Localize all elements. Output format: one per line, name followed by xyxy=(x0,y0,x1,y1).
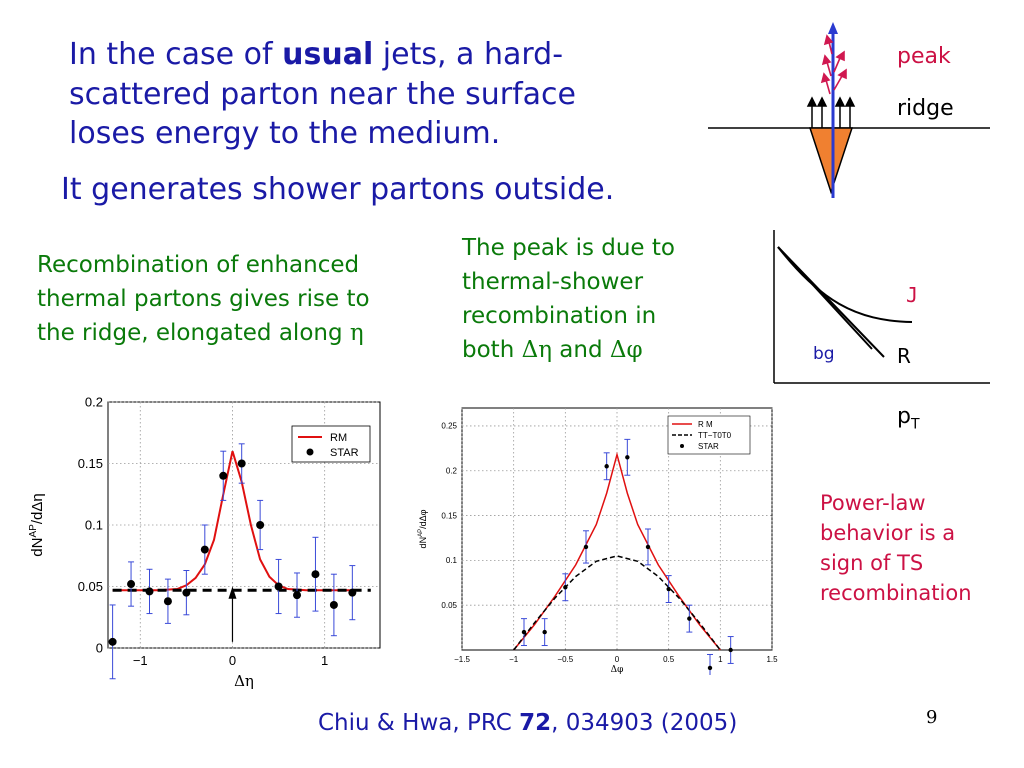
x-tick-label: −1.5 xyxy=(454,655,470,664)
right-note: Power-law behavior is a sign of TS recom… xyxy=(820,491,972,605)
data-point xyxy=(563,585,568,590)
data-point xyxy=(348,588,357,597)
data-point xyxy=(728,647,733,653)
legend-dot-star xyxy=(680,444,684,448)
y-tick-label: 0.2 xyxy=(85,395,103,410)
data-point xyxy=(687,616,692,621)
y-axis-label: dNAP/dΔη xyxy=(28,493,46,556)
ridge-arrowhead xyxy=(228,586,237,599)
citation: Chiu & Hwa, PRC 72, 034903 (2005) xyxy=(318,710,738,736)
data-point xyxy=(604,464,609,469)
data-point xyxy=(127,580,136,589)
j-label: J xyxy=(906,283,919,307)
data-point xyxy=(163,597,172,606)
x-tick-label: 0 xyxy=(229,653,236,668)
spectrum-sketch xyxy=(773,230,990,384)
x-tick-label: 1 xyxy=(718,655,723,664)
y-tick-label: 0.1 xyxy=(85,518,103,533)
page-number: 9 xyxy=(926,707,938,728)
x-tick-label: −1 xyxy=(133,653,148,668)
middle-note: The peak is due to thermal-shower recomb… xyxy=(462,235,675,363)
x-tick-label: 0.5 xyxy=(663,655,675,664)
y-tick-label: 0.1 xyxy=(446,556,458,565)
jet-surface-diagram xyxy=(708,22,990,198)
peak-arrows xyxy=(820,34,847,95)
data-point xyxy=(645,544,651,550)
ridge-label: ridge xyxy=(897,96,954,121)
legend-label-rm: R M xyxy=(698,420,713,429)
y-tick-label: 0.15 xyxy=(441,511,457,520)
data-point xyxy=(666,586,671,592)
medium-cone xyxy=(808,127,854,195)
x-axis-label: Δη xyxy=(234,672,254,690)
data-point xyxy=(329,600,338,609)
legend-label-tt: TT−T0T0 xyxy=(698,431,732,440)
r-label: R xyxy=(897,344,911,368)
data-point xyxy=(237,459,246,468)
series-line-model xyxy=(513,451,721,651)
legend-box xyxy=(291,425,371,463)
y-axis-label: dNAP/dΔφ xyxy=(418,509,428,548)
x-tick-label: −1 xyxy=(509,655,519,664)
data-point xyxy=(145,587,154,596)
y-tick-label: 0.05 xyxy=(441,601,457,610)
peak-label: peak xyxy=(897,44,951,69)
y-tick-label: 0.05 xyxy=(78,579,103,594)
chart-delta-phi: −1.5 −1 −0.5 0 0.5 1 1.5 0.05 0.1 0.15 0.2 0.25 R M T… xyxy=(418,407,778,675)
x-tick-label: −0.5 xyxy=(557,655,573,664)
legend-label-star: STAR xyxy=(330,447,359,459)
y-tick-label: 0 xyxy=(96,641,103,656)
legend-label-rm: RM xyxy=(330,432,347,444)
data-point xyxy=(625,455,630,460)
r-line xyxy=(777,246,885,358)
y-tick-label: 0.15 xyxy=(78,456,103,471)
data-point xyxy=(707,665,713,671)
data-point xyxy=(311,570,320,579)
data-point xyxy=(182,588,191,597)
jet-arrowhead xyxy=(828,22,838,34)
y-tick-label: 0.25 xyxy=(441,422,457,431)
j-curve xyxy=(777,246,913,323)
data-point xyxy=(542,629,547,635)
intro-line-4: It generates shower partons outside. xyxy=(61,172,615,207)
x-tick-label: 0 xyxy=(615,655,620,664)
x-tick-label: 1.5 xyxy=(766,655,778,664)
ridge-arrows xyxy=(806,96,856,128)
x-tick-label: 1 xyxy=(321,653,328,668)
x-axis-label: Δφ xyxy=(611,665,624,675)
data-point xyxy=(293,591,302,600)
pt-label: pT xyxy=(897,404,920,433)
left-note: Recombination of enhanced thermal parton… xyxy=(37,252,370,346)
intro-line-1: In the case of usual jets, a hard- xyxy=(69,37,564,72)
data-point xyxy=(583,544,589,550)
bg-label: bg xyxy=(813,344,835,364)
data-point xyxy=(521,629,527,635)
intro-line-3: loses energy to the medium. xyxy=(69,116,501,151)
data-point xyxy=(256,521,265,529)
data-point xyxy=(274,582,283,591)
data-point xyxy=(219,471,228,480)
legend-label-star: STAR xyxy=(698,442,719,451)
legend-dot-star xyxy=(306,448,314,456)
data-point xyxy=(200,545,209,554)
chart-delta-eta: −1 0 1 0 0.05 0.1 0.15 0.2 RM STAR Δη dNAP/dΔη xyxy=(28,395,381,690)
intro-line-2: scattered parton near the surface xyxy=(69,77,576,112)
y-tick-label: 0.2 xyxy=(446,467,458,476)
data-point xyxy=(108,637,117,646)
